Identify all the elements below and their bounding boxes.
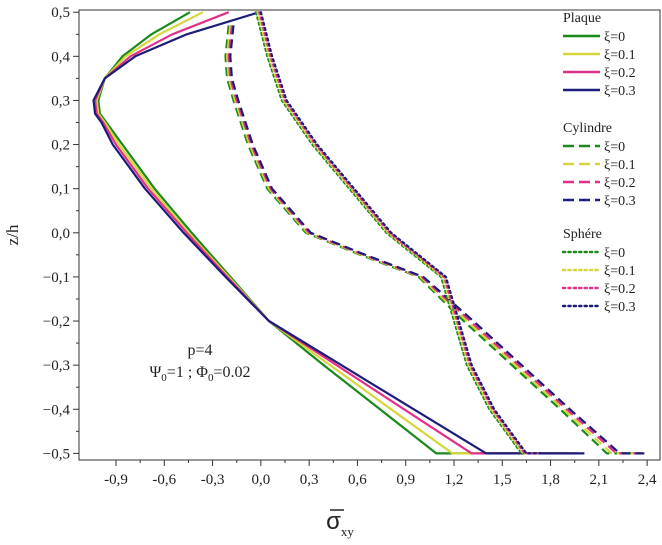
series-line-sphére-11: [259, 11, 544, 455]
plot-frame: [78, 9, 661, 461]
legend-label: ξ=0: [604, 246, 625, 261]
y-tick-label: 0,2: [51, 138, 70, 154]
legend-label: ξ=0.1: [604, 48, 636, 63]
x-tick-label: -0,6: [152, 472, 176, 488]
x-axis-title: σxy: [326, 508, 354, 539]
annotation-psi-phi: Ψ0=1 ; Φ0=0.02: [149, 364, 250, 384]
legend-title-sphére: Sphére: [563, 227, 602, 242]
legend-label: ξ=0: [604, 30, 625, 45]
x-tick-label: -0,9: [104, 472, 128, 488]
annotation-p: p=4: [187, 342, 212, 359]
y-tick-label: 0,0: [51, 226, 70, 242]
series-line-plaque-0: [97, 11, 567, 455]
series-line-plaque-3: [92, 11, 585, 455]
series-line-cylindre-7: [229, 25, 649, 455]
x-tick-label: 1,5: [493, 472, 512, 488]
x-tick-label: 2,1: [589, 472, 608, 488]
legend-label: ξ=0.1: [604, 264, 636, 279]
x-tick-label: 0,6: [348, 472, 367, 488]
x-tick-label: 2,4: [638, 472, 657, 488]
legend-label: ξ=0.1: [604, 158, 636, 173]
series-layer: [92, 11, 649, 455]
x-tick-label: 1,2: [445, 472, 464, 488]
legend-label: ξ=0.3: [604, 84, 636, 99]
series-line-sphére-9: [256, 11, 541, 455]
legend-label: ξ=0.2: [604, 176, 636, 191]
y-axis-title: z/h: [3, 224, 22, 245]
legend: Plaqueξ=0ξ=0.1ξ=0.2ξ=0.3Cylindreξ=0ξ=0.1…: [561, 11, 636, 315]
y-tick-label: 0,1: [51, 182, 70, 198]
legend-label: ξ=0.3: [604, 194, 636, 209]
annotations: p=4 Ψ0=1 ; Φ0=0.02: [149, 342, 250, 384]
legend-label: ξ=0.3: [604, 300, 636, 315]
series-line-sphére-8: [254, 11, 539, 455]
plot-area: -0,9 -0,6 -0,3 0,0 0,3 0,6 0,9 1,2 1,5 1,8 2,1 2,4 …: [43, 5, 661, 488]
series-line-plaque-1: [95, 11, 574, 455]
legend-label: ξ=0.2: [604, 282, 636, 297]
legend-title-cylindre: Cylindre: [563, 121, 612, 136]
y-axis: 0,5 0,4 0,3 0,2 0,1 0,0 −0,1 −0,2 −0,3 −0,4 −0,5: [43, 5, 79, 462]
y-tick-label: −0,5: [43, 446, 70, 462]
x-axis-title-base: σ: [326, 508, 341, 535]
x-tick-label: -0,3: [201, 472, 225, 488]
series-line-sphére-10: [258, 11, 542, 455]
x-tick-label: 1,8: [541, 472, 560, 488]
legend-label: ξ=0.2: [604, 66, 636, 81]
y-tick-label: 0,4: [51, 49, 70, 65]
y-tick-label: 0,3: [51, 93, 70, 109]
x-axis: -0,9 -0,6 -0,3 0,0 0,3 0,6 0,9 1,2 1,5 1,8 2,1 2,4: [104, 460, 657, 488]
series-line-plaque-2: [94, 11, 578, 455]
y-tick-label: −0,1: [43, 270, 70, 286]
y-tick-label: −0,2: [43, 314, 70, 330]
y-tick-label: 0,5: [51, 5, 70, 21]
y-tick-label: −0,3: [43, 358, 70, 374]
legend-title-plaque: Plaque: [563, 11, 601, 26]
x-axis-title-sub: xy: [341, 524, 355, 539]
legend-label: ξ=0: [604, 140, 625, 155]
x-tick-label: 0,0: [251, 472, 270, 488]
x-tick-label: 0,9: [396, 472, 415, 488]
svg-text:σxy: σxy: [326, 508, 354, 539]
y-tick-label: −0,4: [43, 402, 71, 418]
x-tick-label: 0,3: [300, 472, 319, 488]
